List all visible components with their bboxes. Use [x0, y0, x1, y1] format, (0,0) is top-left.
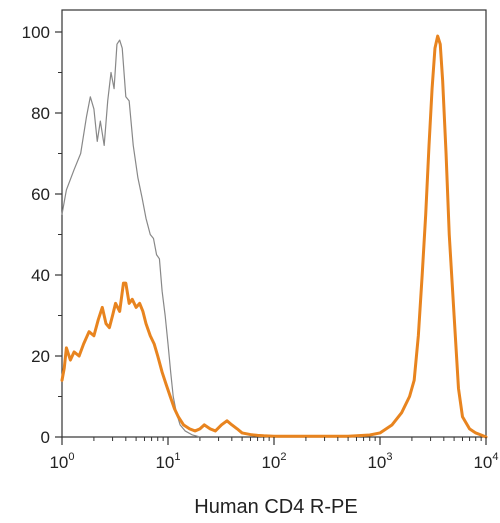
x-tick-label: 100	[49, 451, 74, 472]
y-tick-label: 60	[31, 185, 50, 204]
x-tick-label: 104	[473, 451, 498, 472]
series-line-1	[61, 39, 201, 438]
x-tick-label: 103	[367, 451, 392, 472]
y-tick-label: 20	[31, 347, 50, 366]
series-line-2	[60, 34, 488, 439]
y-tick-label: 80	[31, 104, 50, 123]
y-tick-label: 100	[22, 23, 50, 42]
x-axis: 100 101 102 103 104	[49, 437, 499, 472]
plot-border	[61, 9, 487, 438]
y-tick-label: 40	[31, 266, 50, 285]
x-tick-label: 101	[155, 451, 180, 472]
y-tick-label: 0	[41, 428, 50, 447]
x-tick-label: 102	[261, 451, 286, 472]
series-layer	[60, 34, 488, 439]
x-axis-title: Human CD4 R-PE	[194, 496, 357, 518]
plot-frame	[61, 9, 487, 438]
y-axis: 0 20 40 60 80 100	[22, 23, 62, 447]
